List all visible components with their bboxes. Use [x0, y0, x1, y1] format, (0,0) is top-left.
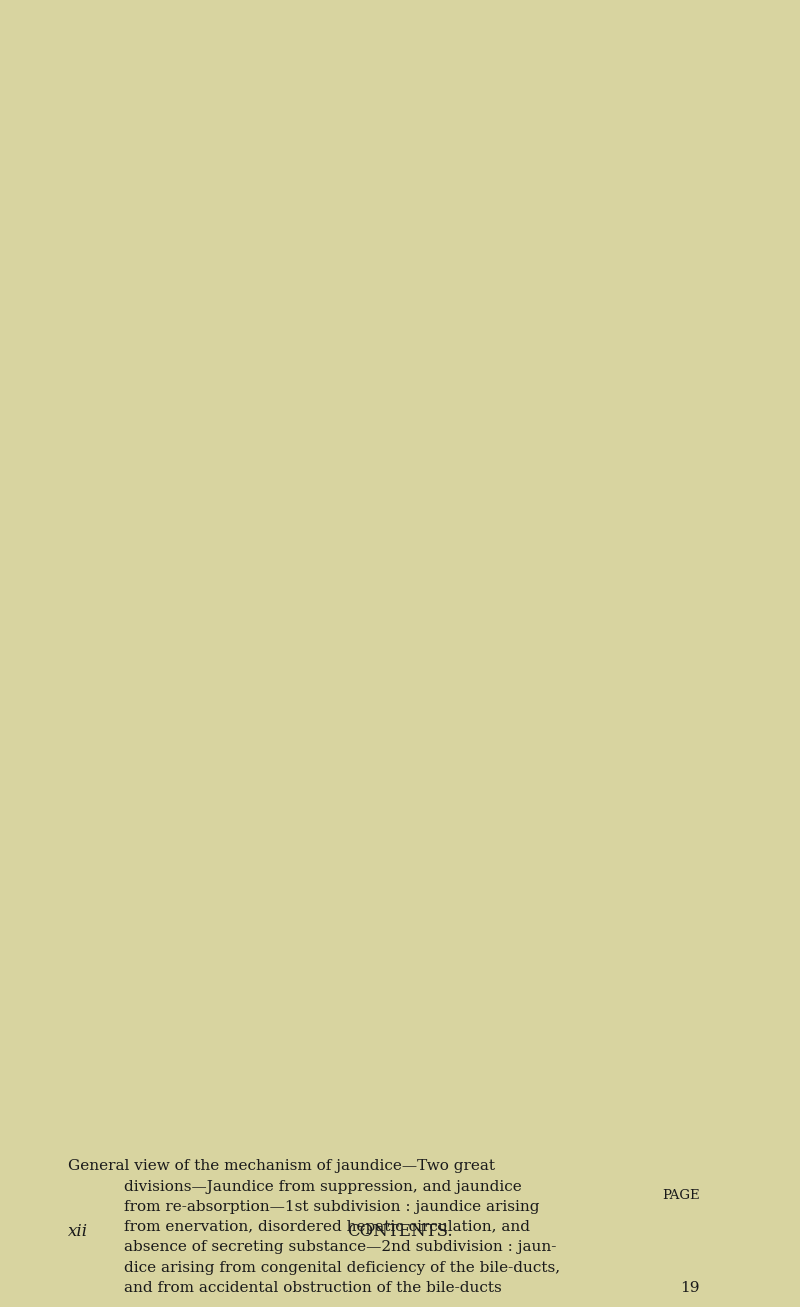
Text: 19: 19 — [681, 1281, 700, 1295]
Text: absence of secreting substance—2nd subdivision : jaun-: absence of secreting substance—2nd subdi… — [124, 1240, 556, 1255]
Text: CONTENTS.: CONTENTS. — [347, 1223, 453, 1240]
Text: from enervation, disordered hepatic circulation, and: from enervation, disordered hepatic circ… — [124, 1219, 530, 1234]
Text: divisions—Jaundice from suppression, and jaundice: divisions—Jaundice from suppression, and… — [124, 1179, 522, 1193]
Text: from re-absorption—1st subdivision : jaundice arising: from re-absorption—1st subdivision : jau… — [124, 1200, 539, 1214]
Text: and from accidental obstruction of the bile-ducts: and from accidental obstruction of the b… — [124, 1281, 502, 1295]
Text: xii: xii — [68, 1223, 88, 1240]
Text: General view of the mechanism of jaundice—Two great: General view of the mechanism of jaundic… — [68, 1159, 495, 1174]
Text: dice arising from congenital deficiency of the bile-ducts,: dice arising from congenital deficiency … — [124, 1260, 560, 1274]
Text: PAGE: PAGE — [662, 1189, 700, 1202]
